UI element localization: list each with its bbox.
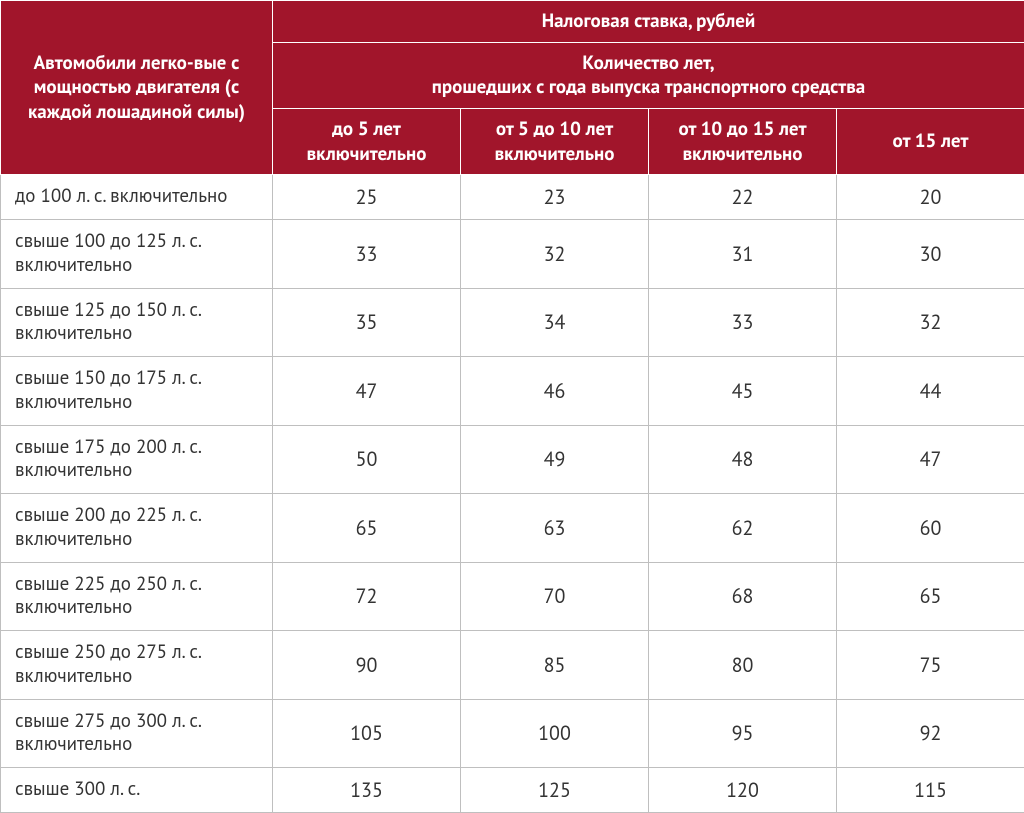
cell: 22 <box>649 175 837 220</box>
sub-group-header: Количество лет, прошедших с года выпуска… <box>273 42 1024 108</box>
cell: 31 <box>649 220 837 289</box>
cell: 46 <box>461 357 649 426</box>
cell: 135 <box>273 768 461 813</box>
cell: 50 <box>273 425 461 494</box>
row-label: свыше 100 до 125 л. с. включительно <box>1 220 273 289</box>
cell: 32 <box>461 220 649 289</box>
row-label: до 100 л. с. включительно <box>1 175 273 220</box>
table-row: свыше 250 до 275 л. с. включительно 90 8… <box>1 631 1024 700</box>
cell: 80 <box>649 631 837 700</box>
cell: 32 <box>837 288 1024 357</box>
cell: 115 <box>837 768 1024 813</box>
table-body: до 100 л. с. включительно 25 23 22 20 св… <box>1 175 1024 813</box>
table-row: свыше 200 до 225 л. с. включительно 65 6… <box>1 494 1024 563</box>
table-row: до 100 л. с. включительно 25 23 22 20 <box>1 175 1024 220</box>
cell: 34 <box>461 288 649 357</box>
cell: 68 <box>649 562 837 631</box>
col-header: от 15 лет <box>837 109 1024 175</box>
row-label: свыше 125 до 150 л. с. включительно <box>1 288 273 357</box>
top-group-header: Налоговая ставка, рублей <box>273 1 1024 43</box>
cell: 30 <box>837 220 1024 289</box>
cell: 85 <box>461 631 649 700</box>
cell: 47 <box>837 425 1024 494</box>
table-row: свыше 125 до 150 л. с. включительно 35 3… <box>1 288 1024 357</box>
table-row: свыше 175 до 200 л. с. включительно 50 4… <box>1 425 1024 494</box>
cell: 49 <box>461 425 649 494</box>
table-row: свыше 150 до 175 л. с. включительно 47 4… <box>1 357 1024 426</box>
cell: 20 <box>837 175 1024 220</box>
table-row: свыше 100 до 125 л. с. включительно 33 3… <box>1 220 1024 289</box>
cell: 125 <box>461 768 649 813</box>
cell: 47 <box>273 357 461 426</box>
cell: 105 <box>273 699 461 768</box>
row-label: свыше 175 до 200 л. с. включительно <box>1 425 273 494</box>
cell: 120 <box>649 768 837 813</box>
cell: 33 <box>649 288 837 357</box>
cell: 44 <box>837 357 1024 426</box>
col-header: от 10 до 15 лет включительно <box>649 109 837 175</box>
cell: 60 <box>837 494 1024 563</box>
table-row: свыше 275 до 300 л. с. включительно 105 … <box>1 699 1024 768</box>
row-axis-header: Автомобили легко-вые с мощностью двигате… <box>1 1 273 175</box>
table-row: свыше 300 л. с. 135 125 120 115 <box>1 768 1024 813</box>
row-label: свыше 200 до 225 л. с. включительно <box>1 494 273 563</box>
cell: 48 <box>649 425 837 494</box>
cell: 92 <box>837 699 1024 768</box>
cell: 62 <box>649 494 837 563</box>
cell: 75 <box>837 631 1024 700</box>
cell: 70 <box>461 562 649 631</box>
row-label: свыше 150 до 175 л. с. включительно <box>1 357 273 426</box>
cell: 95 <box>649 699 837 768</box>
cell: 72 <box>273 562 461 631</box>
col-header: до 5 лет включительно <box>273 109 461 175</box>
table-row: свыше 225 до 250 л. с. включительно 72 7… <box>1 562 1024 631</box>
cell: 25 <box>273 175 461 220</box>
row-label: свыше 300 л. с. <box>1 768 273 813</box>
cell: 65 <box>837 562 1024 631</box>
table-header: Автомобили легко-вые с мощностью двигате… <box>1 1 1024 175</box>
cell: 33 <box>273 220 461 289</box>
tax-rate-table: Автомобили легко-вые с мощностью двигате… <box>0 0 1024 813</box>
cell: 90 <box>273 631 461 700</box>
cell: 100 <box>461 699 649 768</box>
row-label: свыше 250 до 275 л. с. включительно <box>1 631 273 700</box>
cell: 45 <box>649 357 837 426</box>
cell: 65 <box>273 494 461 563</box>
cell: 63 <box>461 494 649 563</box>
cell: 35 <box>273 288 461 357</box>
cell: 23 <box>461 175 649 220</box>
col-header: от 5 до 10 лет включительно <box>461 109 649 175</box>
row-label: свыше 225 до 250 л. с. включительно <box>1 562 273 631</box>
row-label: свыше 275 до 300 л. с. включительно <box>1 699 273 768</box>
